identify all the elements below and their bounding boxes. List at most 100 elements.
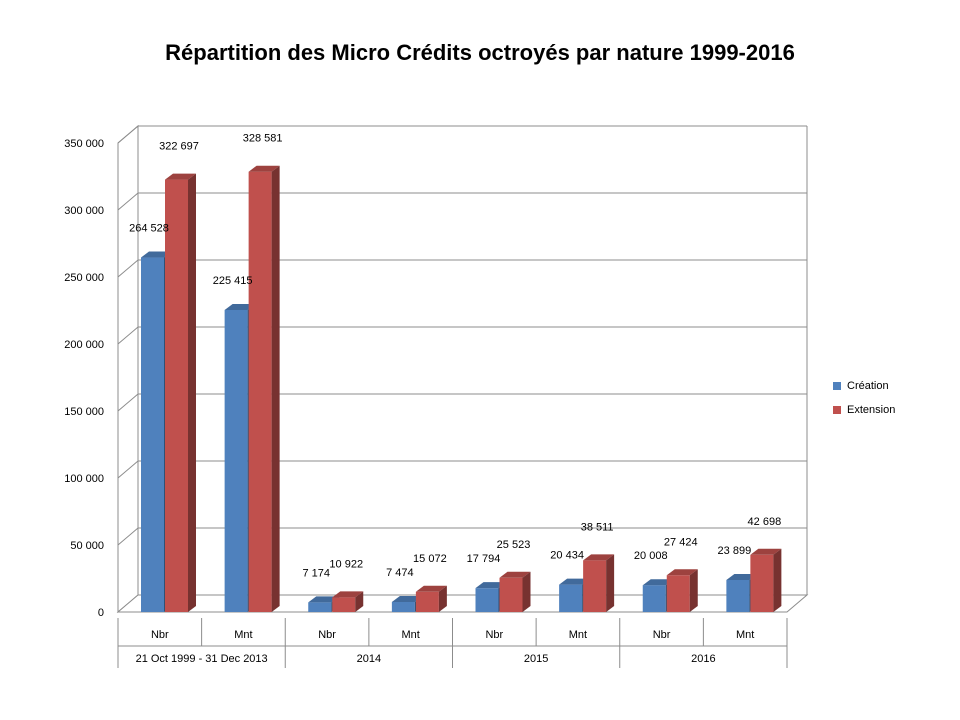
x-group-label: 2014 — [357, 653, 381, 665]
bar-top — [666, 569, 698, 576]
data-label: 7 174 — [302, 567, 330, 579]
data-labels: 264 528 225 415 7 174 7 474 17 794 20 434 20 0… — [129, 133, 781, 580]
floor — [116, 594, 809, 613]
gridline — [117, 326, 807, 345]
bar-front — [666, 575, 690, 612]
data-label: 322 697 — [159, 141, 199, 153]
data-label: 264 528 — [129, 223, 169, 235]
data-label: 25 523 — [497, 539, 531, 551]
bar-front — [750, 554, 774, 612]
x-category-label: Nbr — [151, 629, 169, 641]
gridline — [117, 527, 807, 546]
bar-front — [726, 579, 750, 612]
x-category-label: Mnt — [402, 629, 420, 641]
gridline — [117, 460, 807, 479]
bar-top — [415, 585, 447, 592]
data-label: 20 008 — [634, 550, 668, 562]
bar-front — [391, 601, 415, 612]
bar-top — [332, 591, 364, 598]
bar-top — [559, 578, 591, 585]
bar-top — [475, 582, 507, 589]
bar-top — [642, 579, 674, 586]
x-group-label: 21 Oct 1999 - 31 Dec 2013 — [136, 653, 268, 665]
y-tick-label: 100 000 — [64, 473, 104, 485]
bar-top — [141, 251, 172, 258]
x-axis-table: Nbr Mnt Nbr Mnt Nbr Mnt Nbr Mnt 21 Oct 1999 - 31… — [117, 618, 788, 668]
x-category-label: Mnt — [569, 629, 587, 641]
side-wall — [117, 124, 139, 614]
x-group-label: 2015 — [524, 653, 548, 665]
y-tick-label: 350 000 — [64, 138, 104, 150]
legend-swatch-extension — [833, 406, 841, 414]
bar-side — [355, 591, 364, 612]
plot-walls — [116, 124, 809, 614]
y-tick-label: 200 000 — [64, 339, 104, 351]
bar-extension — [415, 585, 447, 612]
legend-label-creation: Création — [847, 380, 889, 392]
bar-side — [188, 173, 196, 613]
bar-front — [308, 602, 332, 612]
bar-top — [224, 303, 256, 310]
bar-top — [583, 554, 615, 561]
y-tick-label: 300 000 — [64, 205, 104, 217]
y-tick-label: 250 000 — [64, 272, 104, 284]
legend-label-extension: Extension — [847, 404, 896, 416]
bar-side — [773, 548, 782, 612]
gridline — [117, 125, 807, 144]
chart-title: Répartition des Micro Crédits octroyés p… — [165, 40, 795, 65]
x-category-label: Mnt — [736, 629, 754, 641]
bar-extension — [583, 554, 615, 612]
bar-front — [475, 588, 499, 612]
x-category-label: Nbr — [485, 629, 503, 641]
data-label: 15 072 — [413, 553, 447, 565]
x-group-label: 2016 — [691, 653, 715, 665]
data-label: 42 698 — [748, 516, 782, 528]
data-label: 328 581 — [243, 133, 283, 145]
bar-extension — [165, 173, 196, 613]
gridline — [117, 192, 807, 211]
bar-side — [522, 571, 531, 612]
bar-front — [559, 584, 583, 612]
bar-top — [248, 165, 280, 172]
bars — [141, 165, 782, 613]
data-label: 23 899 — [718, 545, 752, 557]
y-axis: 0 50 000 100 000 150 000 200 000 250 000 300 0… — [64, 138, 104, 619]
legend-item-extension: Extension — [833, 398, 895, 422]
gridlines — [117, 125, 807, 546]
gridline — [117, 393, 807, 412]
bar-side — [689, 569, 698, 612]
y-tick-label: 150 000 — [64, 406, 104, 418]
data-label: 20 434 — [550, 550, 584, 562]
bar-top — [499, 571, 531, 578]
bar-front — [583, 560, 607, 612]
bar-top — [165, 173, 196, 180]
legend-item-creation: Création — [833, 374, 895, 398]
data-label: 38 511 — [581, 521, 614, 533]
bar-side — [606, 554, 615, 612]
bar-top — [726, 573, 758, 580]
bar-top — [750, 548, 782, 555]
bar-front — [415, 591, 439, 612]
bar-front — [332, 597, 356, 612]
bar-side — [271, 165, 280, 612]
bar-front — [499, 577, 523, 612]
bar-side — [438, 585, 447, 612]
bar-top — [308, 596, 340, 603]
data-label: 7 474 — [386, 567, 414, 579]
bar-front — [642, 585, 666, 612]
gridline — [117, 259, 807, 278]
y-tick-label: 50 000 — [70, 540, 104, 552]
data-label: 17 794 — [467, 553, 501, 565]
bar-extension — [666, 569, 698, 612]
bar-extension — [248, 165, 280, 612]
data-label: 27 424 — [664, 536, 698, 548]
bar-extension — [332, 591, 364, 612]
data-label: 225 415 — [213, 275, 253, 287]
data-label: 10 922 — [329, 558, 363, 570]
x-category-label: Nbr — [318, 629, 336, 641]
bar-front — [224, 309, 248, 612]
x-category-label: Nbr — [653, 629, 671, 641]
bar-extension — [750, 548, 782, 612]
bar-extension — [499, 571, 531, 612]
